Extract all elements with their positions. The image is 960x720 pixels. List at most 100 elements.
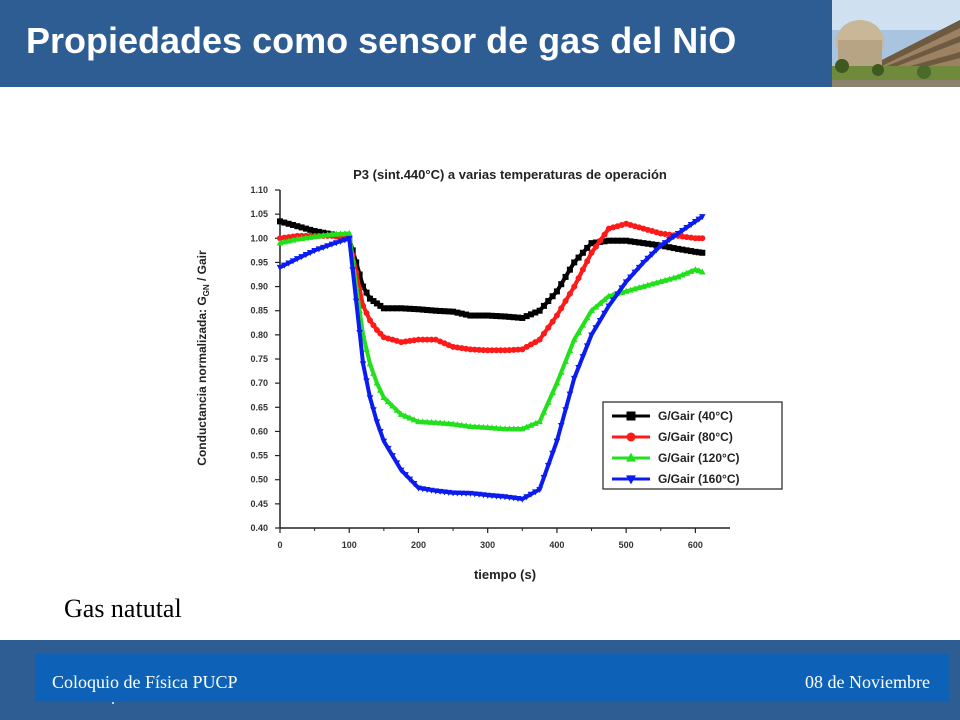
- data-point: [584, 258, 591, 265]
- data-point: [583, 314, 591, 321]
- data-point: [566, 391, 574, 398]
- data-point: [366, 395, 374, 402]
- data-point: [545, 324, 552, 331]
- legend-marker: [626, 452, 636, 462]
- legend-item: G/Gair (40°C): [612, 409, 733, 423]
- series-4: [276, 214, 706, 503]
- data-point: [276, 264, 284, 271]
- data-point: [428, 307, 435, 314]
- data-point: [588, 332, 595, 339]
- data-point: [319, 244, 327, 251]
- data-point: [488, 493, 496, 500]
- legend-item: G/Gair (80°C): [612, 430, 733, 444]
- data-point: [410, 481, 418, 488]
- series-markers: [277, 218, 706, 321]
- data-point: [356, 271, 363, 278]
- data-point: [454, 490, 461, 497]
- data-point: [588, 249, 595, 256]
- data-point: [540, 330, 547, 337]
- data-point: [666, 237, 673, 244]
- data-point: [349, 267, 356, 274]
- data-point: [377, 386, 384, 393]
- data-point: [553, 312, 560, 319]
- data-point: [566, 266, 573, 273]
- data-point: [601, 296, 608, 303]
- data-point: [683, 247, 690, 254]
- data-point: [445, 420, 453, 427]
- data-point: [493, 493, 500, 500]
- page-title: Propiedades como sensor de gas del NiO: [26, 20, 737, 61]
- data-point: [294, 223, 301, 230]
- data-point: [506, 313, 513, 320]
- data-point: [540, 474, 548, 481]
- y-tick-label: 1.10: [250, 185, 268, 195]
- data-point: [544, 462, 552, 469]
- data-point: [315, 246, 323, 253]
- data-point: [332, 240, 340, 247]
- data-point: [514, 346, 521, 353]
- data-point: [519, 496, 526, 503]
- data-point: [692, 248, 699, 255]
- data-point: [366, 360, 374, 367]
- data-point: [571, 283, 578, 290]
- data-point: [441, 419, 448, 426]
- y-tick-label: 0.55: [250, 451, 268, 461]
- data-point: [627, 238, 634, 245]
- data-point: [454, 309, 461, 316]
- data-point: [419, 336, 426, 343]
- data-point: [679, 271, 686, 278]
- data-point: [480, 347, 487, 354]
- data-point: [640, 260, 647, 267]
- y-tick-label: 0.85: [250, 306, 268, 316]
- data-point: [688, 248, 695, 255]
- data-point: [397, 410, 405, 417]
- data-point: [289, 258, 297, 265]
- data-point: [289, 222, 296, 229]
- footer-date-label: 08 de Noviembre: [805, 672, 930, 692]
- data-point: [373, 419, 381, 426]
- data-point: [657, 243, 665, 250]
- data-point: [523, 423, 530, 430]
- data-point: [360, 302, 367, 309]
- data-point: [363, 345, 370, 352]
- data-point: [307, 226, 314, 233]
- data-point: [562, 273, 569, 280]
- data-point: [370, 369, 377, 376]
- x-tick-label: 400: [549, 540, 564, 550]
- data-point: [640, 240, 647, 247]
- data-point: [415, 336, 422, 343]
- data-point: [588, 240, 595, 247]
- data-point: [402, 412, 409, 419]
- data-point: [549, 450, 556, 457]
- data-point: [699, 235, 706, 242]
- data-point: [622, 279, 630, 286]
- data-point: [380, 305, 387, 312]
- data-point: [601, 231, 608, 238]
- data-point: [575, 365, 582, 372]
- data-point: [510, 425, 517, 432]
- data-point: [480, 312, 487, 319]
- data-point: [315, 228, 322, 235]
- data-point: [514, 425, 522, 432]
- data-point: [436, 419, 444, 426]
- data-point: [532, 309, 539, 316]
- data-point: [449, 420, 457, 427]
- data-point: [363, 378, 370, 385]
- header-bar: Propiedades como sensor de gas del NiO: [0, 0, 960, 87]
- data-point: [579, 266, 586, 273]
- data-point: [588, 307, 595, 314]
- data-point: [373, 379, 381, 386]
- data-point: [328, 230, 336, 237]
- y-tick-label: 0.60: [250, 426, 268, 436]
- data-point: [523, 494, 530, 501]
- data-point: [514, 314, 521, 321]
- x-tick-label: 300: [480, 540, 495, 550]
- data-point: [454, 421, 461, 428]
- chart-caption: Gas natutal: [64, 594, 182, 623]
- data-point: [527, 311, 534, 318]
- data-point: [523, 313, 530, 320]
- data-point: [527, 491, 535, 498]
- chart-title: P3 (sint.440°C) a varias temperaturas de…: [353, 167, 667, 182]
- data-point: [363, 289, 370, 296]
